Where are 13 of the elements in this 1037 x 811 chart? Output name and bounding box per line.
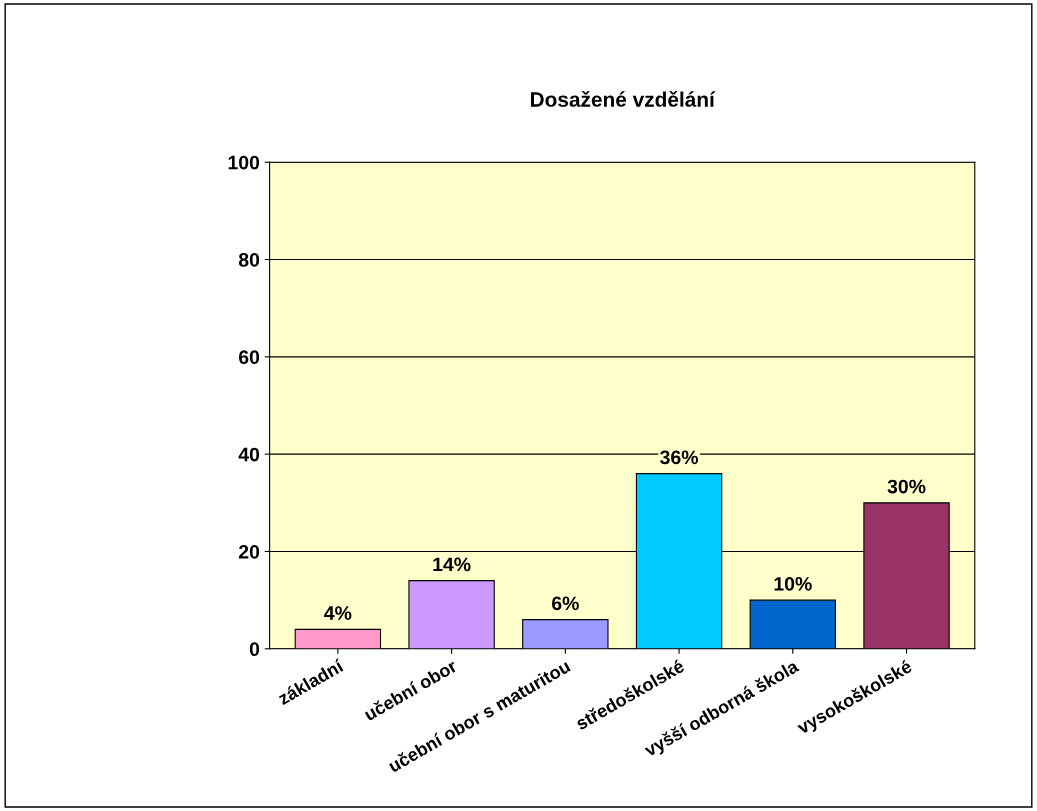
data-label: 6% — [551, 596, 579, 611]
data-label: 30% — [887, 479, 926, 494]
data-label: 36% — [660, 450, 699, 465]
y-tick-label: 20 — [238, 544, 260, 559]
data-label: 10% — [774, 576, 812, 591]
data-label: 14% — [433, 557, 471, 572]
y-tick-label: 100 — [228, 155, 260, 170]
y-tick-label: 40 — [238, 447, 260, 462]
chart-title: Dosažené vzdělání — [530, 91, 716, 107]
data-label: 4% — [324, 606, 352, 620]
y-tick-label: 0 — [249, 642, 260, 657]
y-tick-label: 80 — [238, 252, 260, 267]
y-tick-label: 60 — [238, 350, 260, 365]
